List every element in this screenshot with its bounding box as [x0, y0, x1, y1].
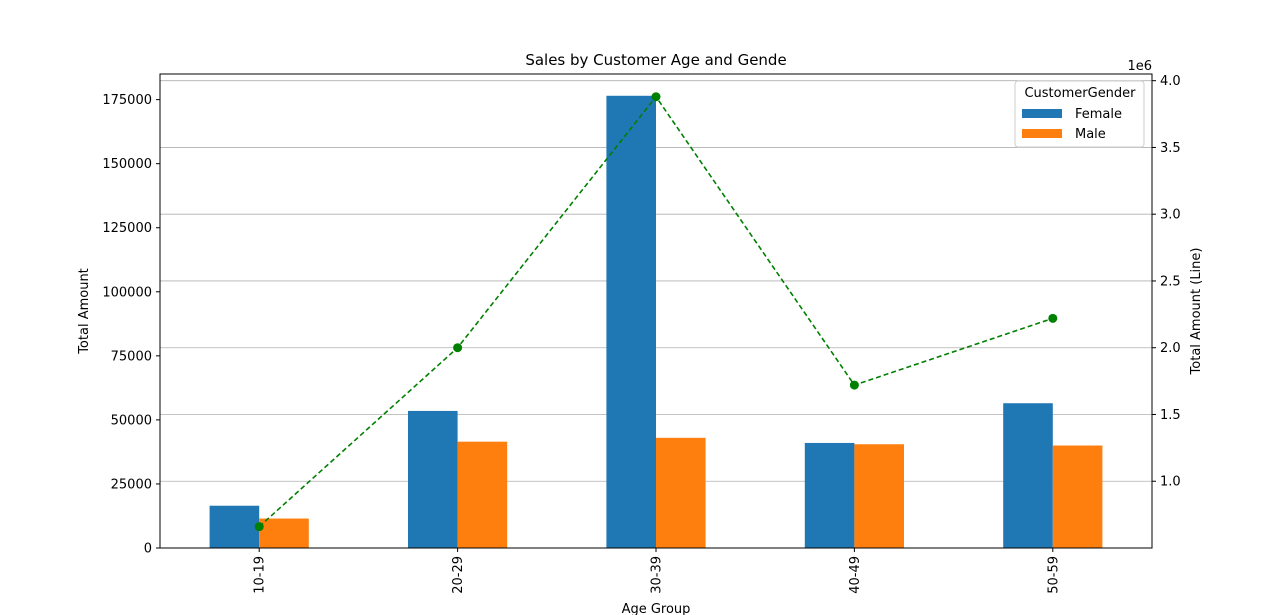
- line-point-40-49: [849, 380, 859, 390]
- y-tick-label: 175000: [102, 93, 152, 108]
- x-tick-label: 50-59: [1046, 556, 1061, 594]
- y-tick-label: 0: [144, 542, 152, 557]
- line-point-20-29: [453, 343, 463, 353]
- bar-female-30-39: [606, 95, 656, 548]
- y2-tick-label: 3.5: [1160, 141, 1181, 156]
- y2-tick-label: 2.0: [1160, 341, 1181, 356]
- y2-tick-label: 1.0: [1160, 475, 1181, 490]
- x-axis: 10-19 20-29 30-39 40-49 50-59: [253, 548, 1061, 594]
- bar-female-50-59: [1003, 403, 1053, 548]
- y2-tick-label: 2.5: [1160, 274, 1181, 289]
- x-tick-label: 30-39: [650, 556, 665, 594]
- y2-offset-text: 1e6: [1127, 59, 1152, 74]
- bar-male-30-39: [656, 437, 706, 548]
- x-tick-label: 20-29: [451, 556, 466, 594]
- legend-swatch-male: [1022, 129, 1062, 138]
- legend-label-male: Male: [1075, 127, 1106, 142]
- bar-female-40-49: [804, 442, 855, 548]
- line-point-50-59: [1048, 313, 1058, 323]
- bar-male-20-29: [457, 441, 508, 548]
- y-axis-label: Total Amount: [77, 268, 92, 355]
- legend-title: CustomerGender: [1024, 86, 1136, 101]
- y-tick-label: 75000: [111, 349, 152, 364]
- y-tick-label: 150000: [102, 157, 152, 172]
- y-tick-label: 100000: [102, 285, 152, 300]
- chart-title: Sales by Customer Age and Gende: [525, 51, 786, 69]
- bar-female-10-19: [209, 505, 260, 548]
- line-point-30-39: [651, 92, 661, 102]
- y2-axis-label: Total Amount (Line): [1189, 248, 1204, 376]
- legend-swatch-female: [1022, 109, 1062, 118]
- bars: [209, 95, 1103, 548]
- y2-tick-label: 1.5: [1160, 408, 1181, 423]
- line-point-10-19: [254, 522, 264, 532]
- bar-male-40-49: [854, 444, 904, 548]
- y-tick-label: 125000: [102, 221, 152, 236]
- y2-tick-label: 3.0: [1160, 208, 1181, 223]
- y-tick-label: 50000: [111, 413, 152, 428]
- y-tick-label: 25000: [111, 477, 152, 492]
- x-tick-label: 40-49: [848, 556, 863, 594]
- y-axis-right: 1.0 1.5 2.0 2.5 3.0 3.5 4.0: [1152, 74, 1181, 490]
- legend-label-female: Female: [1075, 107, 1122, 122]
- y-axis-left: 0 25000 50000 75000 100000 125000 150000 175000: [102, 93, 160, 557]
- y2-tick-label: 4.0: [1160, 74, 1181, 89]
- line-series: [254, 92, 1058, 532]
- bar-male-10-19: [259, 518, 309, 548]
- bar-male-50-59: [1052, 445, 1103, 548]
- legend: CustomerGender Female Male: [1014, 80, 1145, 148]
- x-axis-label: Age Group: [622, 602, 691, 615]
- x-tick-label: 10-19: [253, 556, 268, 594]
- bar-female-20-29: [408, 410, 458, 548]
